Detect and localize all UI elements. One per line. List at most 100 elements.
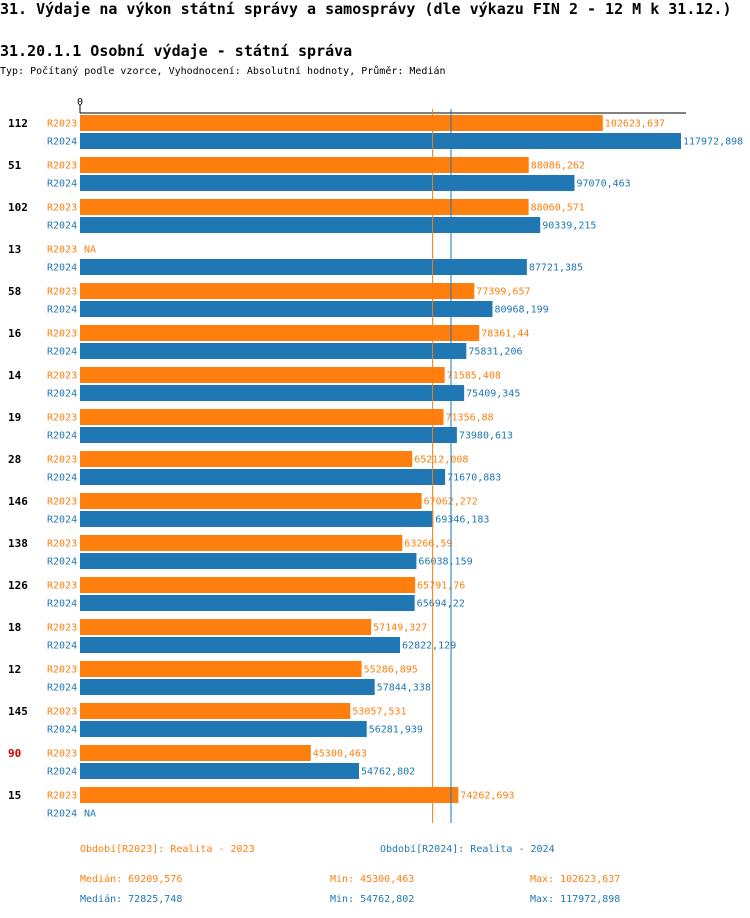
data-label: 88060,571 (531, 203, 585, 214)
series-label: R2024 (47, 305, 77, 316)
category-label: 14 (8, 369, 22, 382)
bar-r2023 (80, 745, 311, 761)
bar-r2023 (80, 283, 475, 299)
bar-r2024 (80, 763, 359, 779)
bar-r2023 (80, 409, 444, 425)
bar-r2023 (80, 577, 416, 593)
data-label: 90339,215 (542, 221, 596, 232)
data-label: 54762,802 (361, 767, 415, 778)
series-label: R2024 (47, 221, 77, 232)
category-label: 13 (8, 243, 21, 256)
data-label: 63266,59 (404, 539, 452, 550)
bar-r2023 (80, 661, 362, 677)
bar-r2024 (80, 427, 457, 443)
series-label: R2023 (47, 371, 77, 382)
series-label: R2024 (47, 767, 77, 778)
bar-r2023 (80, 325, 480, 341)
category-label: 102 (8, 201, 28, 214)
series-label: R2023 (47, 119, 77, 130)
bar-r2024 (80, 385, 465, 401)
series-label: R2024 (47, 347, 77, 358)
category-label: 146 (8, 495, 28, 508)
bar-r2023 (80, 703, 351, 719)
bar-r2024 (80, 343, 467, 359)
data-label: 65694,22 (417, 599, 465, 610)
bar-r2024 (80, 301, 493, 317)
category-label: 58 (8, 285, 21, 298)
series-label: R2024 (47, 431, 77, 442)
series-label: R2024 (47, 389, 77, 400)
category-label: 15 (8, 789, 21, 802)
bar-r2024 (80, 133, 681, 149)
data-label: 71670,883 (447, 473, 501, 484)
bar-r2024 (80, 637, 401, 653)
series-label: R2023 (47, 581, 77, 592)
bar-chart: 0 112 R2023 102623,637 R2024 117972,898 51 R202… (8, 97, 743, 823)
series-label: R2024 (47, 557, 77, 568)
category-label: 112 (8, 117, 28, 130)
series-label: R2023 (47, 497, 77, 508)
series-label: R2023 (47, 707, 77, 718)
data-label: 97070,463 (577, 179, 631, 190)
data-label: 80968,199 (494, 305, 548, 316)
series-label: R2023 (47, 455, 77, 466)
data-label: 78361,44 (481, 329, 529, 340)
bar-r2024 (80, 511, 434, 527)
min-r2023: Min: 45300,463 (330, 874, 415, 885)
data-label-na: NA (84, 245, 96, 256)
data-label: 87721,385 (529, 263, 583, 274)
series-label: R2024 (47, 683, 77, 694)
data-label: 117972,898 (683, 137, 743, 148)
category-label: 19 (8, 411, 21, 424)
bar-r2023 (80, 451, 413, 467)
bar-r2024 (80, 595, 415, 611)
series-label: R2023 (47, 791, 77, 802)
data-label: 62822,129 (402, 641, 456, 652)
bar-r2024 (80, 553, 417, 569)
category-label: 18 (8, 621, 21, 634)
median-r2024: Medián: 72825,748 (80, 894, 183, 905)
category-label: 51 (8, 159, 22, 172)
data-label: 75831,206 (468, 347, 522, 358)
bar-r2023 (80, 493, 422, 509)
data-label: 45300,463 (313, 749, 367, 760)
series-label: R2023 (47, 287, 77, 298)
data-label: 102623,637 (605, 119, 665, 130)
data-label: 71585,408 (447, 371, 501, 382)
series-label: R2023 (47, 749, 77, 760)
category-label: 126 (8, 579, 28, 592)
bar-r2024 (80, 679, 375, 695)
data-label: 65791,76 (417, 581, 465, 592)
chart-description: Typ: Počítaný podle vzorce, Vyhodnocení:… (0, 66, 446, 77)
max-r2023: Max: 102623,637 (530, 874, 621, 885)
data-label: 66038,159 (418, 557, 472, 568)
data-label: 57844,338 (377, 683, 431, 694)
series-label: R2023 (47, 665, 77, 676)
category-label: 145 (8, 705, 28, 718)
chart-subtitle: 31.20.1.1 Osobní výdaje - státní správa (0, 42, 353, 60)
bar-r2023 (80, 619, 372, 635)
series-label: R2024 (47, 599, 77, 610)
series-label: R2023 (47, 161, 77, 172)
series-label: R2023 (47, 203, 77, 214)
bar-r2023 (80, 115, 603, 131)
series-label: R2024 (47, 725, 77, 736)
data-label: 56281,939 (369, 725, 423, 736)
x-tick-label: 0 (77, 97, 83, 108)
min-r2024: Min: 54762,802 (330, 894, 415, 905)
bar-r2023 (80, 199, 529, 215)
bar-r2024 (80, 175, 575, 191)
series-label: R2024 (47, 473, 77, 484)
series-label: R2023 (47, 539, 77, 550)
series-label: R2023 (47, 623, 77, 634)
series-label: R2024 (47, 179, 77, 190)
bar-r2024 (80, 259, 527, 275)
series-label: R2024 (47, 263, 77, 274)
data-label: 53057,531 (352, 707, 406, 718)
data-label: 71356,88 (446, 413, 494, 424)
category-label: 12 (8, 663, 21, 676)
bar-r2024 (80, 217, 541, 233)
bar-r2024 (80, 469, 446, 485)
series-label: R2023 (47, 329, 77, 340)
legend-r2024: Období[R2024]: Realita - 2024 (380, 844, 555, 855)
